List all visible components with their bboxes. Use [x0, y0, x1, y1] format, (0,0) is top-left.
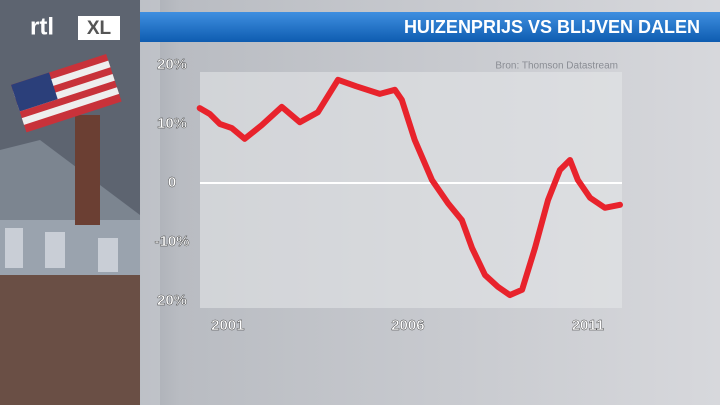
house-scene — [0, 0, 160, 405]
x-tick-label: 2011 — [572, 317, 605, 334]
y-tick-label: 20% — [157, 56, 187, 73]
source-note: Bron: Thomson Datastream — [495, 61, 618, 72]
logo-box — [78, 16, 120, 40]
y-tick-label: -10% — [154, 233, 189, 250]
y-tick-label: 10% — [157, 115, 187, 132]
logo: rtl XL — [30, 13, 120, 40]
y-tick-label: 20% — [157, 292, 187, 309]
chart-title: HUIZENPRIJS VS BLIJVEN DALEN — [404, 17, 700, 37]
logo-left: rtl — [30, 13, 54, 40]
data-line — [196, 76, 623, 299]
y-tick-label: 0 — [168, 174, 176, 191]
x-tick-label: 2006 — [391, 317, 424, 334]
x-tick-label: 2001 — [211, 317, 244, 334]
plot-panel — [200, 72, 622, 308]
title-bar — [140, 12, 720, 42]
logo-right: XL — [87, 18, 112, 39]
